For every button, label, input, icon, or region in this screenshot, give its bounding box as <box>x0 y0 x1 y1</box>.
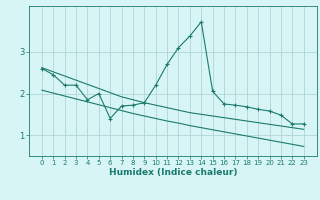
X-axis label: Humidex (Indice chaleur): Humidex (Indice chaleur) <box>108 168 237 177</box>
